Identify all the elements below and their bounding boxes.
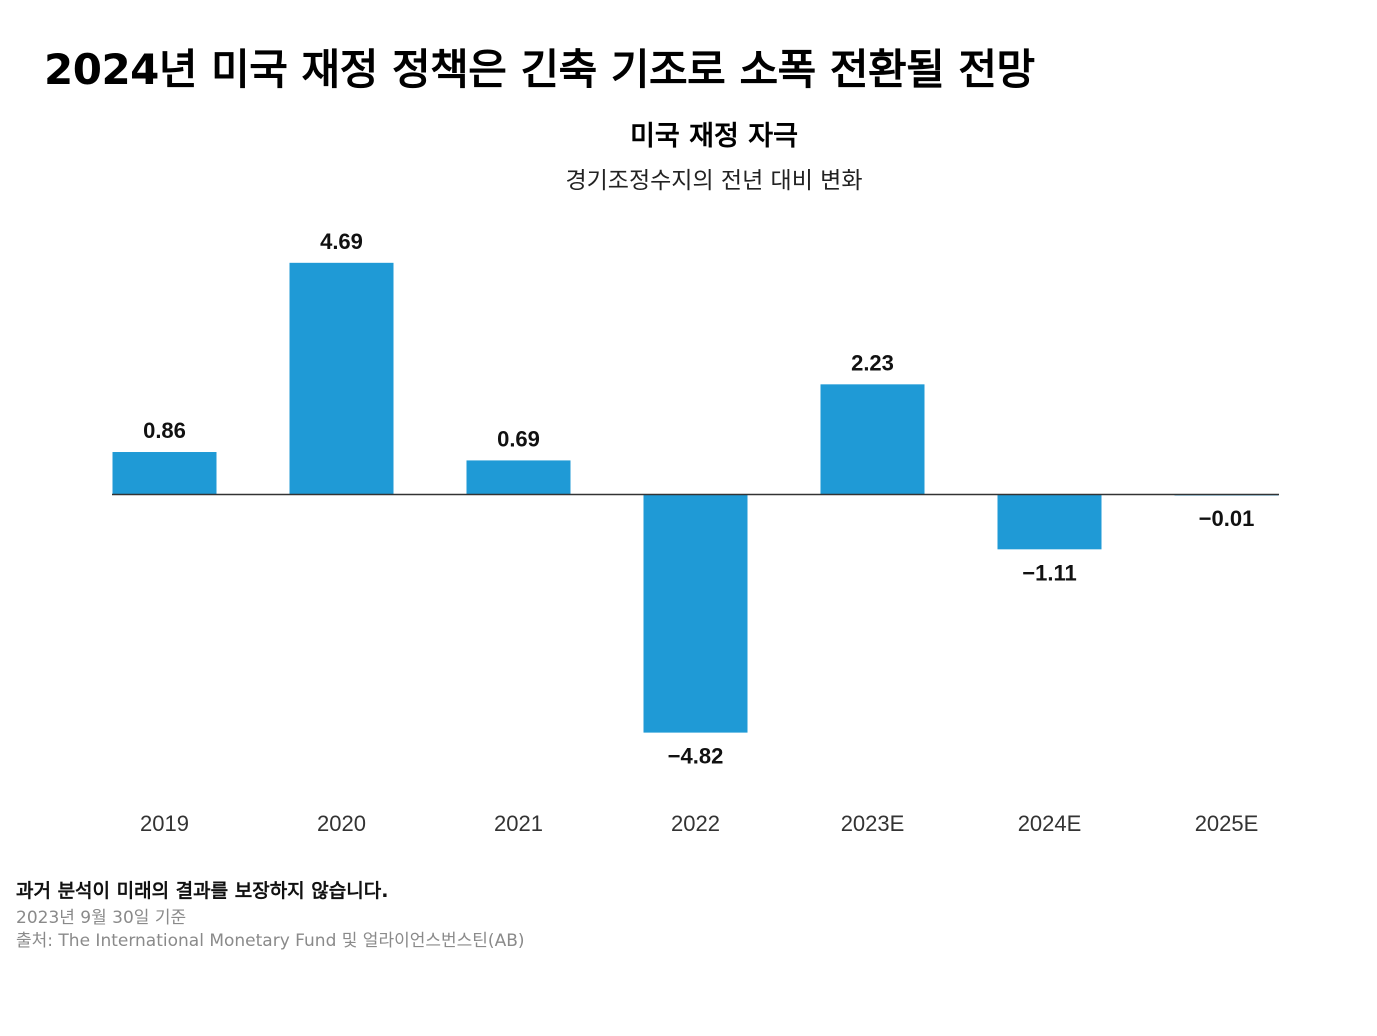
value-label-2025E: −0.01 bbox=[1199, 506, 1255, 531]
category-label-2019: 2019 bbox=[140, 811, 189, 836]
value-label-2022: −4.82 bbox=[668, 744, 724, 769]
footnotes: 과거 분석이 미래의 결과를 보장하지 않습니다. 2023년 9월 30일 기… bbox=[16, 876, 525, 953]
category-label-2024E: 2024E bbox=[1018, 811, 1082, 836]
value-label-2019: 0.86 bbox=[143, 418, 186, 443]
category-label-2025E: 2025E bbox=[1195, 811, 1259, 836]
value-label-2023E: 2.23 bbox=[851, 350, 894, 375]
bars bbox=[112, 262, 1279, 733]
category-labels: 2019 2020 2021 2022 2023E 2024E 2025E bbox=[140, 811, 1258, 836]
category-label-2023E: 2023E bbox=[841, 811, 905, 836]
category-label-2021: 2021 bbox=[494, 811, 543, 836]
as-of-date: 2023년 9월 30일 기준 bbox=[16, 908, 187, 928]
value-label-2024E: −1.11 bbox=[1022, 560, 1076, 585]
bar-2019 bbox=[112, 452, 217, 495]
bar-2020 bbox=[289, 262, 394, 495]
source-note: 출처: The International Monetary Fund 및 얼라… bbox=[16, 931, 525, 951]
bar-2024E bbox=[997, 494, 1102, 550]
category-label-2022: 2022 bbox=[671, 811, 720, 836]
value-labels: 0.86 4.69 0.69 −4.82 2.23 −1.11 −0.01 bbox=[143, 229, 1254, 769]
category-label-2020: 2020 bbox=[317, 811, 366, 836]
chart-subtitle: 경기조정수지의 전년 대비 변화 bbox=[565, 168, 863, 194]
headline: 2024년 미국 재정 정책은 긴축 기조로 소폭 전환될 전망 bbox=[44, 45, 1035, 94]
disclaimer: 과거 분석이 미래의 결과를 보장하지 않습니다. bbox=[16, 880, 389, 902]
bar-chart: 0.86 4.69 0.69 −4.82 2.23 −1.11 −0.01 2019 2020… bbox=[112, 229, 1279, 836]
value-label-2020: 4.69 bbox=[320, 229, 363, 254]
bar-2022 bbox=[643, 494, 748, 733]
bar-2023E bbox=[820, 384, 925, 495]
bar-2021 bbox=[466, 460, 571, 495]
value-label-2021: 0.69 bbox=[497, 426, 540, 451]
chart-title: 미국 재정 자극 bbox=[630, 121, 798, 152]
